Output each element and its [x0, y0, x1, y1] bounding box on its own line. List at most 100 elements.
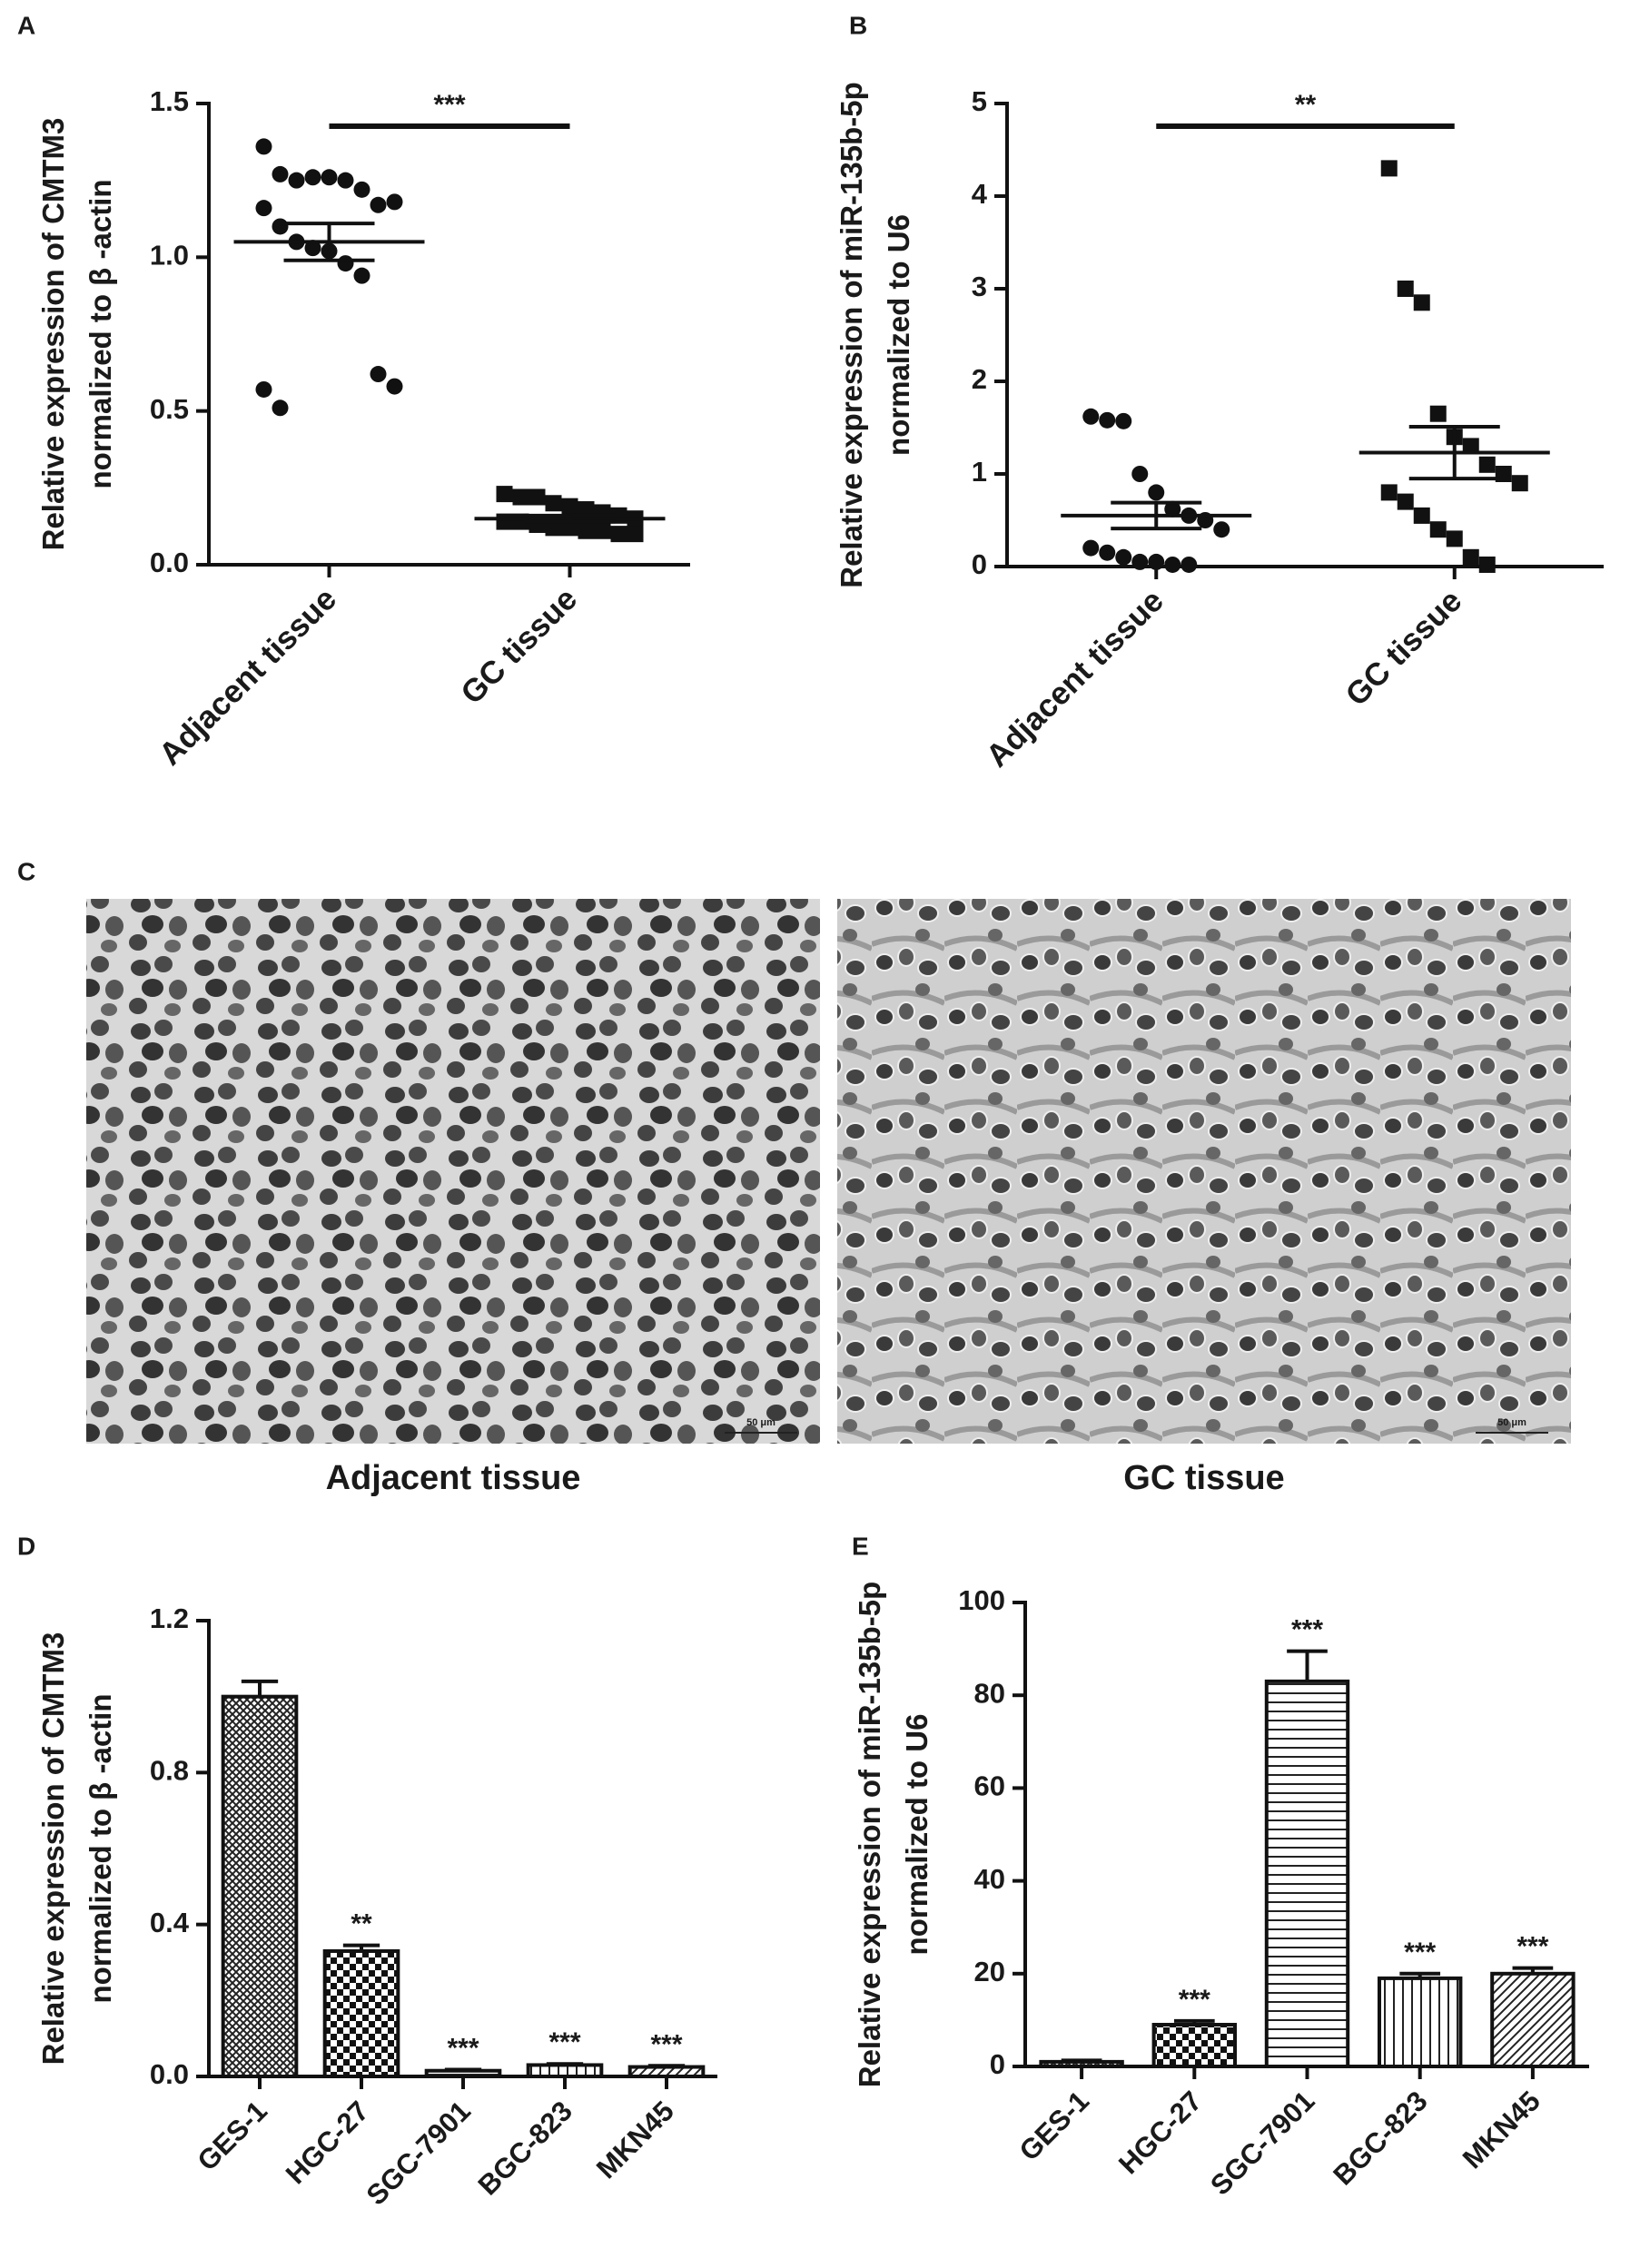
bar	[322, 1948, 400, 2078]
x-tick-label: GES-1	[1013, 2085, 1096, 2167]
data-point	[529, 488, 546, 506]
significance-label: ***	[1179, 1985, 1210, 2015]
significance-label: **	[1295, 90, 1317, 120]
y-axis-label: normalized to β -actin	[84, 179, 117, 488]
bar	[1264, 1679, 1350, 2068]
data-point	[321, 169, 338, 186]
y-tick-label: 0.0	[150, 2058, 189, 2090]
y-tick-label: 1.5	[150, 85, 189, 117]
bar	[1490, 1971, 1576, 2069]
error-bar	[1287, 1649, 1328, 1681]
data-point	[545, 519, 562, 537]
panel-letter: A	[17, 11, 35, 39]
x-tick-label: MKN45	[1457, 2085, 1546, 2174]
y-tick-label: 3	[972, 271, 987, 302]
y-tick-label: 5	[972, 85, 987, 117]
y-axis-label: Relative expression of miR-135b-5p	[835, 82, 868, 588]
y-tick-label: 0	[972, 548, 987, 580]
data-point	[1478, 456, 1496, 473]
data-point	[272, 399, 289, 417]
data-point	[1115, 548, 1132, 566]
data-point	[545, 495, 562, 512]
image-caption: Adjacent tissue	[326, 1459, 581, 1497]
significance-label: ***	[650, 2029, 682, 2059]
y-axis-label: normalized to U6	[900, 1714, 934, 1956]
data-point	[386, 378, 403, 395]
bar	[1377, 1976, 1463, 2068]
data-point	[337, 255, 354, 272]
data-point	[594, 522, 611, 539]
data-point	[1397, 493, 1414, 510]
x-tick-label: Adjacent tissue	[153, 581, 344, 773]
significance-label: ***	[433, 90, 465, 120]
data-point	[1397, 281, 1414, 297]
data-point	[1148, 553, 1165, 570]
data-point	[304, 169, 321, 186]
micrograph	[837, 899, 1571, 1444]
data-point	[1181, 556, 1198, 573]
bar	[627, 2065, 706, 2079]
data-point	[1082, 408, 1100, 425]
data-point	[1099, 411, 1116, 429]
bar	[424, 2068, 502, 2079]
sem-bar	[283, 222, 375, 262]
data-point	[1413, 294, 1430, 311]
data-point	[496, 513, 513, 530]
x-tick-label: MKN45	[590, 2095, 680, 2184]
y-tick-label: 4	[972, 178, 988, 210]
data-point	[1164, 500, 1181, 518]
data-point	[1429, 521, 1447, 538]
data-point	[1082, 539, 1100, 557]
panel-letter: D	[17, 1532, 35, 1560]
bar	[526, 2063, 604, 2078]
y-axis-label: Relative expression of CMTM3	[36, 118, 70, 551]
y-tick-label: 2	[972, 363, 987, 395]
data-point	[512, 488, 529, 506]
data-point	[370, 366, 387, 383]
significance-label: ***	[1291, 1615, 1323, 1645]
y-tick-label: 1	[972, 456, 987, 488]
data-point	[1511, 475, 1528, 492]
data-point	[337, 172, 354, 189]
y-tick-label: 20	[974, 1956, 1005, 1987]
data-point	[353, 181, 370, 198]
significance-label: **	[351, 1909, 372, 1939]
data-point	[1429, 405, 1447, 422]
sem-bar	[1111, 500, 1202, 531]
data-point	[578, 501, 595, 518]
micrograph	[86, 899, 820, 1444]
panel-letter: E	[852, 1532, 869, 1560]
data-point	[1131, 466, 1149, 482]
bar	[1151, 2023, 1238, 2069]
data-point	[386, 193, 403, 211]
panel-letter: B	[849, 11, 867, 39]
data-point	[1380, 484, 1398, 501]
data-point	[496, 486, 513, 503]
x-tick-label: GC tissue	[454, 581, 584, 711]
x-tick-label: SGC-7901	[361, 2095, 477, 2211]
data-point	[1380, 160, 1398, 177]
data-point	[1446, 530, 1463, 547]
bar	[221, 1694, 299, 2078]
data-point	[255, 380, 272, 398]
x-tick-label: GC tissue	[1339, 583, 1468, 713]
data-point	[1478, 556, 1496, 573]
y-tick-label: 1.2	[150, 1602, 189, 1634]
data-point	[627, 526, 644, 543]
error-bar	[241, 1679, 279, 1697]
y-axis-label: normalized to β -actin	[84, 1693, 117, 2003]
y-axis-label: Relative expression of miR-135b-5p	[853, 1582, 886, 2088]
data-point	[1462, 438, 1479, 455]
sem-bar	[1408, 424, 1500, 481]
x-tick-label: BGC-823	[1327, 2085, 1433, 2191]
x-tick-label: SGC-7901	[1204, 2085, 1320, 2201]
data-point	[561, 519, 578, 537]
x-tick-label: BGC-823	[472, 2095, 578, 2201]
x-tick-label: GES-1	[191, 2095, 273, 2177]
image-caption: GC tissue	[1123, 1459, 1284, 1497]
bar	[1039, 2059, 1124, 2068]
data-point	[1164, 556, 1181, 573]
y-axis-label: Relative expression of CMTM3	[36, 1632, 70, 2066]
data-point	[1213, 521, 1230, 538]
